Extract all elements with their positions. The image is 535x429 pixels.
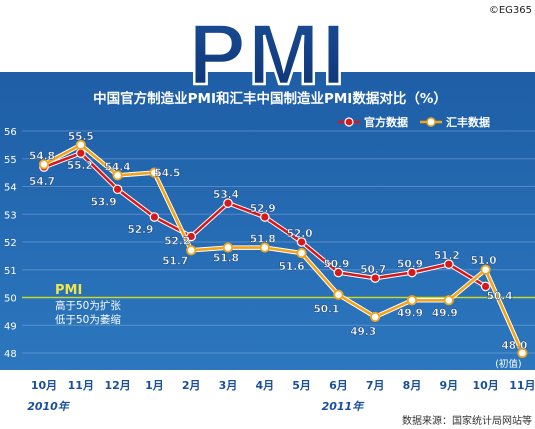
data-point-hsbc <box>38 159 50 170</box>
data-label-hsbc: 51.7 <box>162 255 188 267</box>
data-point-hsbc <box>112 170 123 181</box>
data-label-official: 51.2 <box>434 250 460 262</box>
x-tick-label: 11月 <box>509 379 535 392</box>
annotation-initial-value: (初值) <box>495 358 521 370</box>
x-tick-label: 4月 <box>255 379 274 392</box>
legend-hsbc-marker <box>426 117 436 127</box>
data-point-hsbc <box>222 242 234 253</box>
x-year-label: 2010年 <box>27 400 71 413</box>
y-tick-label: 50 <box>4 294 17 305</box>
data-point-official <box>259 212 270 222</box>
data-point-official <box>149 212 160 222</box>
data-point-official <box>407 267 417 278</box>
data-label-official: 50.7 <box>360 264 386 276</box>
x-axis-band <box>0 370 535 429</box>
data-point-hsbc <box>149 167 160 178</box>
data-label-official: 50.9 <box>323 259 349 271</box>
data-point-official <box>370 273 380 283</box>
data-label-hsbc: 51.8 <box>250 234 276 246</box>
threshold-line2: 低于50为萎缩 <box>55 313 121 326</box>
threshold-title: PMI <box>55 283 82 298</box>
data-label-hsbc: 49.9 <box>432 307 458 319</box>
x-tick-label: 6月 <box>329 379 348 392</box>
data-label-hsbc: 50.1 <box>313 304 339 316</box>
x-year-label: 2011年 <box>322 400 366 413</box>
x-tick-label: 5月 <box>292 379 311 392</box>
source-note: 数据来源：国家统计局网站等 <box>402 414 532 427</box>
data-point-hsbc <box>480 264 491 275</box>
data-point-hsbc <box>443 295 454 306</box>
y-axis-ticks: 48 49 50 51 52 53 54 55 56 <box>4 127 17 360</box>
data-label-official: 50.4 <box>487 290 513 302</box>
data-point-hsbc <box>517 347 528 359</box>
x-tick-label: 10月 <box>31 379 57 392</box>
data-label-hsbc: 49.9 <box>397 307 423 319</box>
x-tick-label: 8月 <box>403 379 422 392</box>
series-line-hsbc <box>43 143 524 354</box>
x-tick-label: 2月 <box>182 379 201 392</box>
x-tick-label: 3月 <box>219 379 238 392</box>
data-labels: 54.7 55.2 53.9 52.9 52.2 53.4 52.9 52.0 50.9 50.7… <box>29 131 528 370</box>
legend: 官方数据 汇丰数据 <box>338 115 490 129</box>
y-tick-label: 51 <box>4 266 17 277</box>
y-tick-label: 54 <box>4 183 17 194</box>
x-tick-label: 11月 <box>68 379 94 392</box>
data-point-official <box>223 198 233 208</box>
data-label-hsbc: 55.5 <box>68 131 94 143</box>
data-label-official: 50.9 <box>397 259 423 271</box>
data-label-hsbc: 54.5 <box>154 168 180 180</box>
data-point-official <box>296 237 307 247</box>
data-point-hsbc <box>296 248 307 259</box>
y-tick-label: 53 <box>4 210 17 221</box>
data-point-hsbc <box>406 295 418 306</box>
data-label-official: 53.4 <box>213 189 239 201</box>
legend-official-label: 官方数据 <box>364 115 408 129</box>
legend-official-marker <box>344 117 354 127</box>
data-point-hsbc <box>333 289 344 300</box>
data-point-hsbc <box>75 139 86 150</box>
data-point-official <box>480 281 491 292</box>
copyright-text: ©EG365 <box>489 5 532 16</box>
data-point-hsbc <box>259 242 270 253</box>
legend-hsbc-label: 汇丰数据 <box>446 115 490 129</box>
data-label-hsbc: 54.8 <box>29 150 55 162</box>
data-label-hsbc: 51.0 <box>471 255 497 267</box>
pmi-banner: PMI <box>189 7 348 103</box>
x-tick-label: 12月 <box>104 379 130 392</box>
data-point-official <box>333 267 344 278</box>
data-point-official <box>76 148 86 158</box>
threshold-line1: 高于50为扩张 <box>55 299 121 312</box>
data-label-hsbc: 49.3 <box>350 326 376 338</box>
x-tick-label: 7月 <box>366 379 385 392</box>
chart-title: 中国官方制造业PMI和汇丰中国制造业PMI数据对比（%） <box>93 90 447 107</box>
y-tick-label: 56 <box>4 127 17 138</box>
data-label-official: 53.9 <box>91 196 117 208</box>
data-label-hsbc: 54.4 <box>105 161 131 173</box>
data-point-official <box>443 259 454 269</box>
y-tick-label: 52 <box>4 238 17 249</box>
data-label-hsbc: 48.0 <box>501 340 527 352</box>
data-label-official: 54.7 <box>29 176 55 188</box>
y-tick-label: 55 <box>4 155 17 166</box>
series <box>38 139 528 359</box>
data-label-official: 52.2 <box>164 235 190 247</box>
x-tick-label: 10月 <box>472 379 498 392</box>
y-tick-label: 49 <box>4 321 17 332</box>
data-label-official: 52.9 <box>250 203 276 215</box>
data-label-official: 52.9 <box>127 224 153 236</box>
data-point-hsbc <box>370 311 381 323</box>
x-tick-label: 9月 <box>439 379 458 392</box>
data-label-hsbc: 51.8 <box>213 253 239 265</box>
x-tick-label: 1月 <box>145 379 164 392</box>
data-label-hsbc: 51.6 <box>279 261 305 273</box>
x-axis-ticks: 10月 11月 12月 1月 2月 3月 4月 5月 6月 7月 8月 9月 10月 11月 2010年 20… <box>27 379 535 413</box>
y-tick-label: 48 <box>4 349 17 360</box>
data-point-hsbc <box>186 245 197 256</box>
data-label-official: 52.0 <box>287 228 313 240</box>
data-point-official <box>112 184 123 195</box>
data-label-official: 55.2 <box>67 160 93 172</box>
